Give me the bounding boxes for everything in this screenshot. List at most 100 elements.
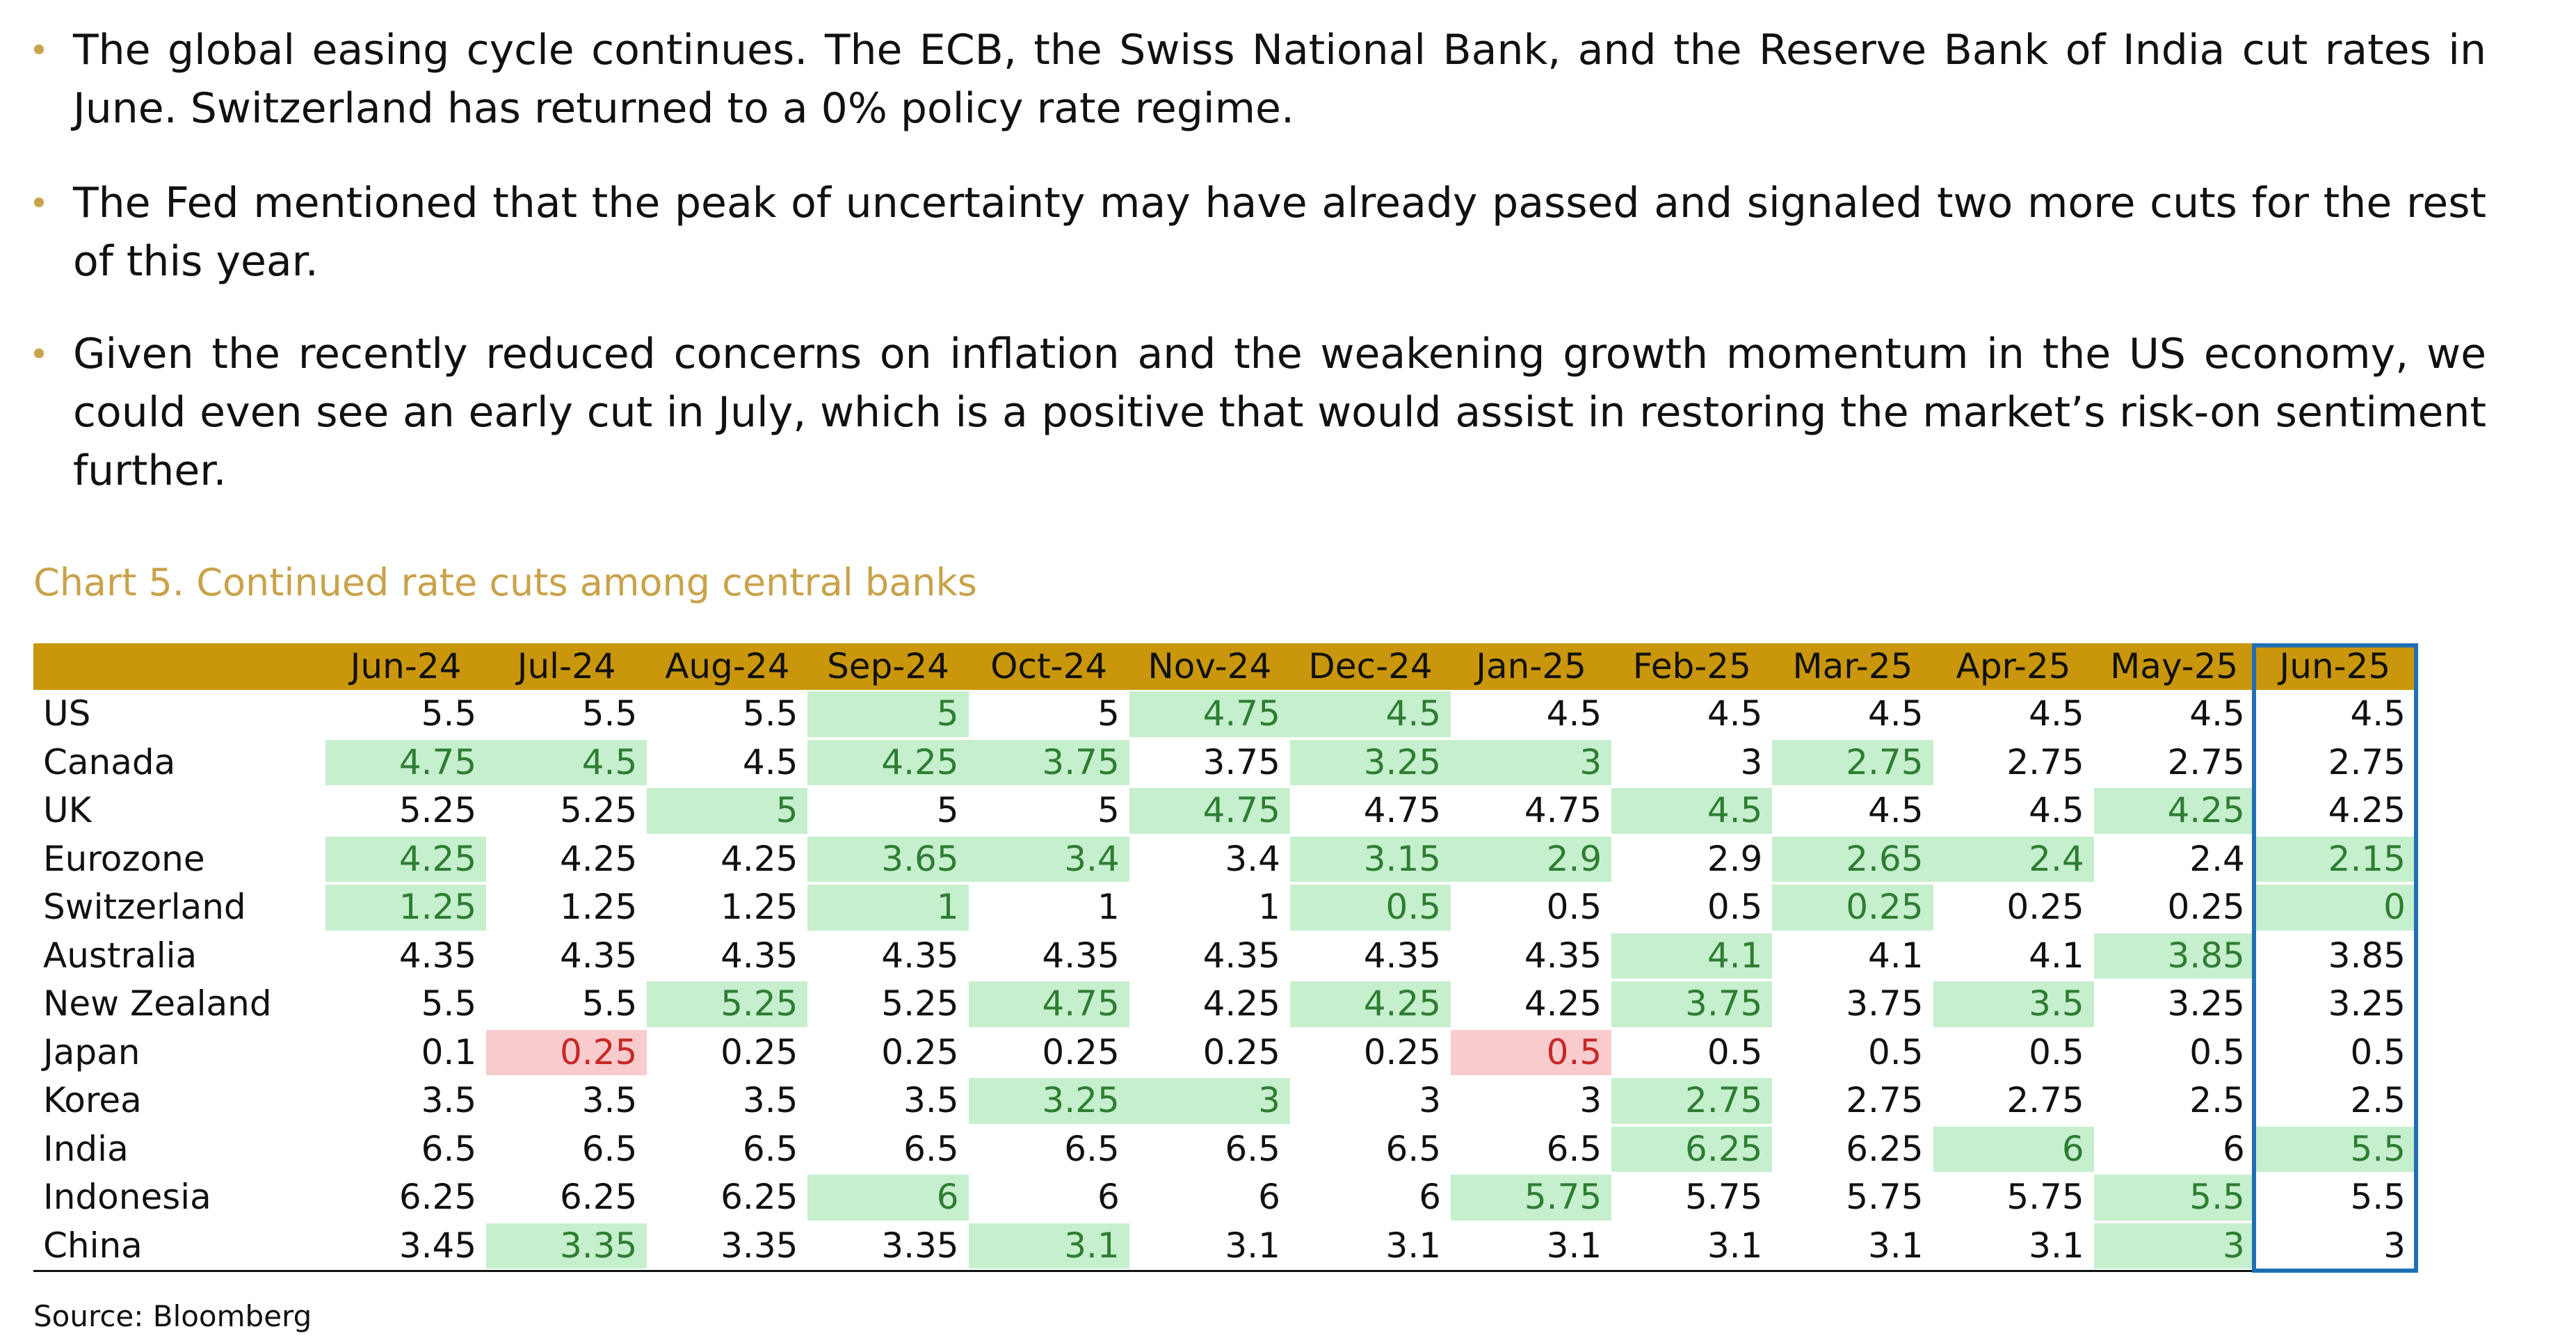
value-cell: 3.1 — [1385, 1225, 1442, 1266]
chart-title: Chart 5. Continued rate cuts among centr… — [33, 561, 977, 604]
value-cell: 6.5 — [1225, 1128, 1280, 1169]
value-cell: 4.35 — [1524, 935, 1602, 976]
value-cell: 3 — [1419, 1080, 1442, 1120]
value-cell: 4.25 — [2328, 790, 2406, 830]
value-cell: 4.35 — [1042, 935, 1120, 976]
value-cell: 3.1 — [1546, 1225, 1602, 1266]
row-label: Indonesia — [43, 1177, 211, 1217]
row-label: Japan — [43, 1031, 140, 1072]
value-cell: 0.5 — [1546, 887, 1602, 927]
value-cell: 5.75 — [2006, 1177, 2084, 1217]
value-cell: 4.25 — [807, 739, 969, 785]
value-cell: 0.25 — [1772, 885, 1933, 931]
value-cell: 0.1 — [421, 1031, 477, 1072]
value-cell: 3.65 — [807, 836, 969, 882]
value-cell: 3.5 — [742, 1080, 798, 1120]
value-cell: 3.35 — [721, 1225, 798, 1266]
value-cell: 3.5 — [903, 1080, 959, 1120]
column-header: Feb-25 — [1632, 646, 1751, 686]
value-cell: 4.35 — [559, 935, 638, 976]
value-cell: 4.5 — [2189, 693, 2245, 734]
column-header: Jan-25 — [1476, 646, 1586, 686]
row-label: Korea — [43, 1080, 142, 1120]
value-cell: 3.85 — [2328, 935, 2406, 976]
value-cell: 5.25 — [559, 790, 638, 830]
value-cell: 4.1 — [1611, 933, 1773, 979]
value-cell: 6.5 — [1064, 1128, 1120, 1169]
value-cell: 4.5 — [2350, 693, 2406, 734]
value-cell: 3.35 — [486, 1223, 647, 1269]
value-cell: 0.5 — [2350, 1031, 2406, 1072]
value-cell: 2.75 — [2167, 741, 2245, 782]
value-cell: 4.25 — [559, 838, 638, 879]
value-cell: 0.5 — [1707, 887, 1763, 927]
value-cell: 3.75 — [1846, 983, 1924, 1024]
value-cell: 0.5 — [1289, 885, 1451, 931]
value-cell: 2.65 — [1772, 836, 1933, 882]
value-cell: 3.5 — [421, 1080, 477, 1120]
value-cell: 3.45 — [399, 1225, 477, 1266]
value-cell: 6 — [807, 1175, 969, 1221]
value-cell: 5.25 — [881, 983, 959, 1024]
value-cell: 1 — [807, 885, 969, 931]
value-cell: 2.75 — [1772, 739, 1933, 785]
value-cell: 5.75 — [1451, 1175, 1612, 1221]
value-cell: 3 — [2383, 1225, 2406, 1266]
value-cell: 0.25 — [486, 1029, 647, 1075]
value-cell: 4.75 — [1363, 790, 1442, 830]
value-cell: 5 — [936, 790, 959, 830]
value-cell: 2.5 — [2350, 1080, 2406, 1120]
value-cell: 3.4 — [968, 836, 1129, 882]
value-cell: 5.75 — [1685, 1177, 1763, 1217]
value-cell: 6.5 — [742, 1128, 798, 1169]
value-cell: 5 — [1097, 790, 1120, 830]
bullet: The Fed mentioned that the peak of uncer… — [34, 174, 2486, 291]
value-cell: 6 — [1097, 1177, 1120, 1217]
value-cell: 6.25 — [1611, 1126, 1773, 1172]
value-cell: 5.5 — [2093, 1175, 2255, 1221]
value-cell: 0.5 — [2189, 1031, 2245, 1072]
column-header: Jul-24 — [517, 646, 616, 686]
value-cell: 3.5 — [1933, 981, 2094, 1027]
value-cell: 0.5 — [1867, 1031, 1924, 1072]
value-cell: 3.1 — [2029, 1225, 2084, 1266]
header-band — [33, 643, 2415, 690]
value-cell: 3.75 — [968, 739, 1129, 785]
value-cell: 6.5 — [903, 1128, 959, 1169]
value-cell: 4.35 — [881, 935, 959, 976]
value-cell: 3 — [1129, 1078, 1290, 1124]
row-label: China — [43, 1225, 143, 1266]
value-cell: 3.5 — [581, 1080, 638, 1120]
value-cell: 4.5 — [1289, 691, 1451, 737]
value-cell: 4.35 — [721, 935, 798, 976]
column-header: Mar-25 — [1792, 646, 1913, 686]
value-cell: 3.1 — [1225, 1225, 1280, 1266]
value-cell: 2.4 — [2189, 838, 2245, 879]
value-cell: 4.5 — [2029, 790, 2084, 830]
column-header: Sep-24 — [827, 646, 949, 686]
value-cell: 5.5 — [421, 983, 477, 1024]
value-cell: 6 — [1419, 1177, 1442, 1217]
value-cell: 2.5 — [2189, 1080, 2245, 1120]
value-cell: 5.75 — [1846, 1177, 1924, 1217]
value-cell: 4.35 — [1363, 935, 1442, 976]
value-cell: 2.75 — [2006, 741, 2084, 782]
value-cell: 1.25 — [325, 885, 487, 931]
value-cell: 4.75 — [325, 739, 487, 785]
value-cell: 2.75 — [2328, 741, 2406, 782]
rate-table: Jun-24 Jul-24 Aug-24 Sep-24 Oct-24 Nov-24 Dec-… — [33, 643, 2418, 1273]
value-cell: 3 — [1451, 739, 1612, 785]
bullet: Given the recently reduced concerns on i… — [34, 325, 2486, 500]
row-label: UK — [43, 790, 92, 830]
row-label: India — [43, 1128, 129, 1169]
value-cell: 4.5 — [486, 739, 647, 785]
bullet: The global easing cycle continues. The E… — [34, 21, 2486, 138]
value-cell: 4.5 — [1867, 693, 1924, 734]
value-cell: 4.35 — [399, 935, 477, 976]
value-cell: 1 — [1097, 887, 1120, 927]
value-cell: 4.5 — [742, 741, 798, 782]
value-cell: 3.25 — [1289, 739, 1451, 785]
source: Source: Bloomberg — [33, 1299, 312, 1333]
value-cell: 3 — [1579, 1080, 1602, 1120]
